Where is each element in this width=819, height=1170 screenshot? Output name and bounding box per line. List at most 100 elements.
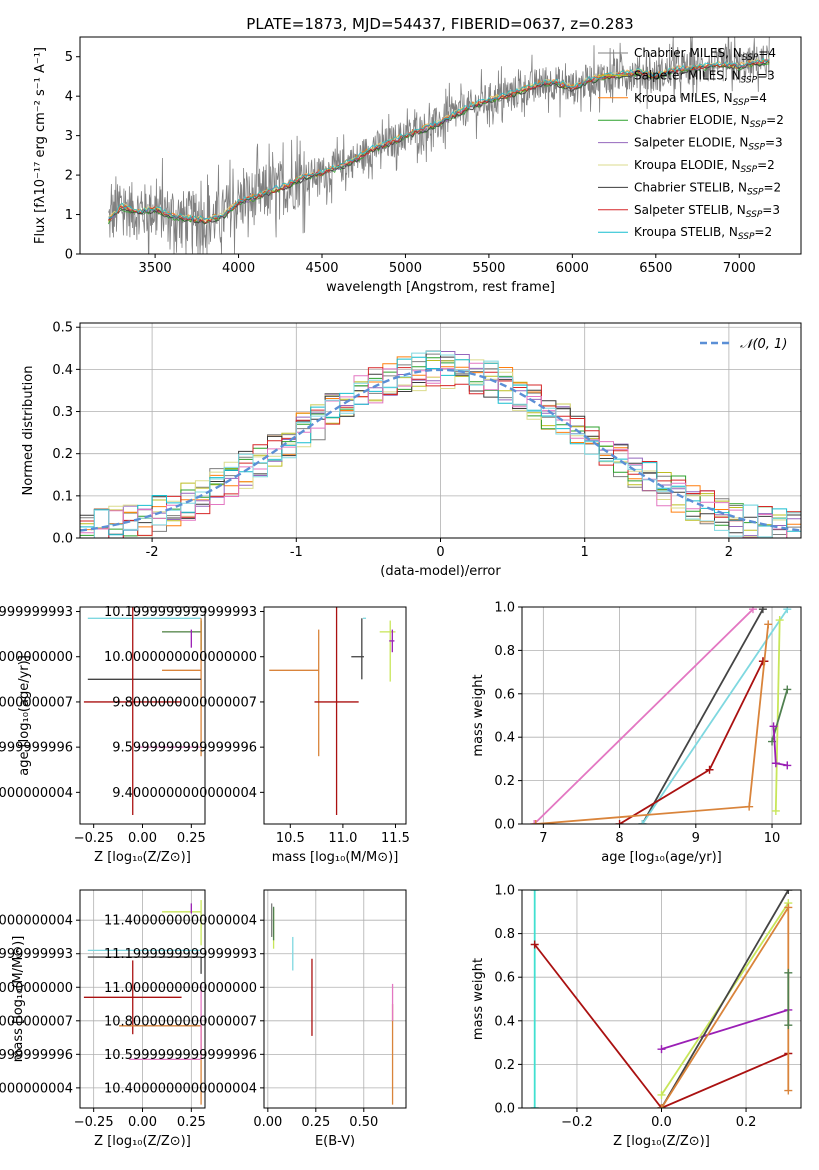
residuals-plot-area: [80, 350, 801, 538]
y-tick-label: 0.3: [52, 405, 73, 420]
legend-entry: Salpeter STELIB, NSSP=3: [634, 203, 780, 220]
legend-tail: =3: [757, 68, 775, 82]
x-axis-label: Z [log₁₀(Z/Z⊙)]: [613, 1134, 710, 1149]
y-tick-label: 10.5999999999999996: [0, 1048, 73, 1063]
y-tick-label: 0.4: [494, 1014, 515, 1029]
y-tick-label: 2: [65, 169, 73, 184]
marker-plus: [771, 759, 780, 768]
x-tick-label: 4500: [305, 261, 338, 276]
mass-weight-line: [660, 890, 790, 1108]
mass-age-plot-area: [269, 607, 396, 815]
legend-subscript: SSP: [741, 165, 758, 175]
marker-plus: [764, 620, 773, 629]
mass-weight-line: [641, 608, 789, 824]
histogram-step: [80, 351, 801, 538]
y-tick-label: 9.5999999999999996: [0, 741, 73, 756]
x-tick-label: 3500: [139, 261, 172, 276]
x-tick-label: 0.00: [128, 831, 157, 846]
legend-text: Salpeter STELIB, N: [634, 203, 746, 217]
legend-text: Chabrier ELODIE, N: [634, 113, 750, 127]
x-tick-label: 0.25: [301, 1115, 330, 1130]
marker-plus: [775, 616, 784, 625]
x-tick-label: 6500: [639, 261, 672, 276]
x-tick-label: 0.0: [651, 1115, 672, 1130]
marker-plus: [784, 890, 793, 894]
y-tick-label: 9.4000000000000004: [112, 786, 257, 801]
y-tick-label: 1.0: [494, 601, 515, 616]
y-tick-label: 0: [65, 248, 73, 263]
y-tick-label: 9.8000000000000007: [112, 695, 257, 710]
x-tick-label: −0.25: [74, 1115, 114, 1130]
legend-text: Salpeter MILES, N: [634, 68, 741, 82]
age-massweight-plot-area: [530, 607, 792, 824]
y-tick-label: 0.4: [52, 363, 73, 378]
legend-entry: 𝒩(0, 1): [740, 337, 787, 352]
ebv-mass-plot-area: [271, 903, 394, 1105]
y-tick-label: 1.0: [494, 884, 515, 899]
legend-entry: Kroupa STELIB, NSSP=2: [634, 225, 772, 242]
mass-weight-line: [533, 943, 789, 1108]
y-tick-label: 0.8: [494, 644, 515, 659]
residuals-panel: -2 -1 0 1 2 0.0 0.1 0.2 0.3 0.4 0.5 (data-model)/er…: [21, 321, 802, 579]
legend-tail: =3: [765, 136, 783, 150]
legend-entry: Kroupa ELODIE, NSSP=2: [634, 158, 775, 175]
y-axis-label: Flux [fλ10⁻¹⁷ erg cm⁻² s⁻¹ A⁻¹]: [33, 47, 48, 244]
marker-plus: [657, 1090, 666, 1099]
marker-plus: [657, 1045, 666, 1054]
age-massweight-frame: [521, 606, 802, 825]
y-tick-label: 0.4: [494, 731, 515, 746]
marker-plus: [657, 1104, 666, 1108]
legend-entry: Chabrier MILES, NSSP=4: [634, 46, 776, 63]
x-axis-label: E(B-V): [315, 1134, 355, 1149]
legend-tail: =2: [754, 225, 772, 239]
y-axis-label: mass [log₁₀(M/M⊙)]: [11, 936, 26, 1063]
y-tick-label: 10.8000000000000007: [104, 1014, 257, 1029]
z-massweight-plot-area: [530, 890, 793, 1108]
marker-plus: [530, 1104, 539, 1108]
y-tick-label: 11.0000000000000000: [104, 981, 257, 996]
x-tick-label: 11.5: [381, 831, 410, 846]
marker-plus: [784, 1021, 793, 1030]
marker-plus: [745, 802, 754, 811]
y-tick-label: 9.8000000000000007: [0, 695, 73, 710]
x-tick-label: 0.00: [128, 1115, 157, 1130]
histogram-step: [80, 362, 801, 538]
y-axis-label: Normed distribution: [21, 366, 36, 496]
mass-weight-line: [535, 624, 770, 824]
marker-plus: [784, 968, 793, 977]
mass-weight-line: [661, 1009, 789, 1050]
x-tick-label: 10.5: [276, 831, 305, 846]
marker-plus: [638, 820, 647, 824]
y-tick-label: 3: [65, 129, 73, 144]
marker-plus: [784, 903, 793, 912]
x-axis-label: mass [log₁₀(M/M⊙)]: [272, 850, 399, 865]
y-tick-label: 11.0000000000000000: [0, 981, 73, 996]
legend-text: Salpeter ELODIE, N: [634, 136, 748, 150]
legend-subscript: SSP: [748, 143, 765, 153]
y-tick-label: 0.0: [52, 532, 73, 547]
legend-tail: =2: [757, 158, 775, 172]
marker-plus: [530, 890, 539, 894]
legend-entry: Salpeter MILES, NSSP=3: [634, 68, 775, 85]
legend-subscript: SSP: [741, 75, 758, 85]
z-age-plot-area: [83, 607, 202, 815]
marker-plus: [769, 722, 778, 731]
x-axis-label: wavelength [Angstrom, rest frame]: [326, 280, 555, 295]
y-tick-label: 1: [65, 208, 73, 223]
residuals-legend: 𝒩(0, 1): [700, 337, 787, 352]
y-tick-label: 10.0000000000000000: [104, 650, 257, 665]
legend-subscript: SSP: [733, 98, 750, 108]
y-tick-label: 10.4000000000000004: [104, 1081, 257, 1096]
marker-plus: [705, 765, 714, 774]
legend-subscript: SSP: [750, 120, 767, 130]
mass-weight-line: [533, 608, 754, 824]
x-tick-label: 8: [615, 831, 623, 846]
y-tick-label: 11.4000000000000004: [104, 914, 257, 929]
x-axis-label: Z [log₁₀(Z/Z⊙)]: [94, 850, 191, 865]
y-tick-label: 4: [65, 90, 73, 105]
x-axis-label: Z [log₁₀(Z/Z⊙)]: [94, 1134, 191, 1149]
x-tick-label: -2: [146, 545, 159, 560]
y-tick-label: 11.4000000000000004: [0, 914, 73, 929]
